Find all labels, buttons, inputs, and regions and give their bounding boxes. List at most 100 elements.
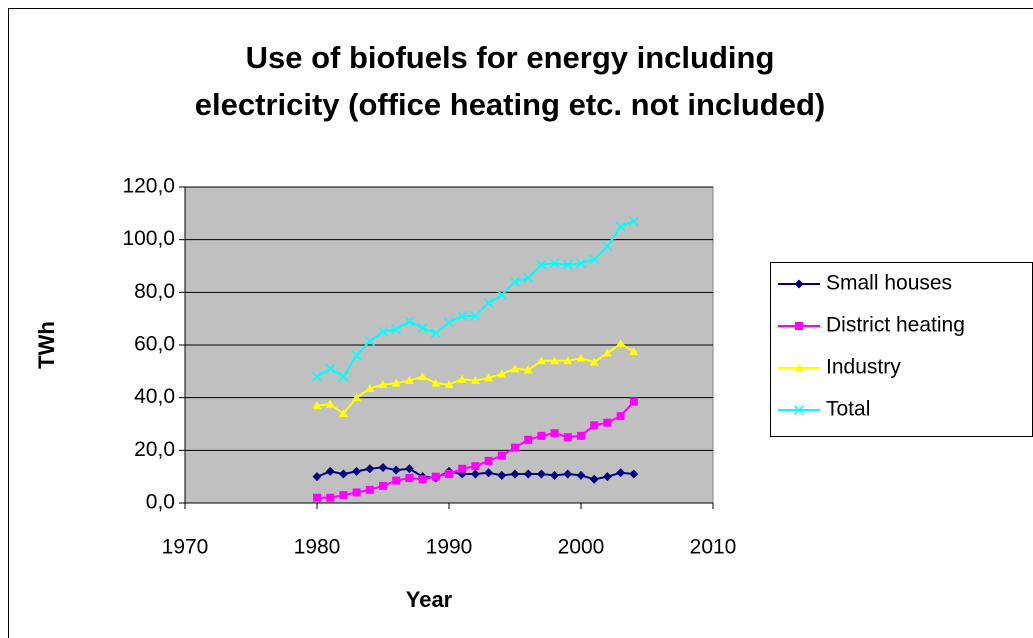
- marker: [470, 311, 481, 322]
- x-tick-label: 1970: [162, 536, 209, 559]
- marker: [536, 469, 546, 479]
- marker: [431, 472, 440, 481]
- legend-label: Total: [826, 398, 870, 421]
- chart-title: Use of biofuels for energy including: [246, 40, 775, 75]
- marker: [378, 462, 388, 472]
- marker: [628, 216, 639, 227]
- x-tick-label: 1990: [426, 536, 473, 559]
- marker: [794, 279, 804, 289]
- marker: [391, 378, 401, 387]
- marker: [523, 272, 534, 283]
- marker: [444, 380, 454, 388]
- legend-label: Small houses: [826, 272, 952, 295]
- legend-label: Industry: [826, 356, 901, 379]
- marker: [629, 469, 639, 479]
- chart-title: electricity (office heating etc. not inc…: [195, 87, 825, 122]
- marker: [445, 470, 453, 479]
- marker: [404, 376, 414, 385]
- marker: [351, 350, 362, 361]
- marker: [458, 464, 467, 473]
- marker: [549, 258, 560, 269]
- marker: [404, 464, 414, 474]
- marker: [563, 433, 572, 442]
- marker: [510, 469, 520, 479]
- marker: [484, 373, 494, 382]
- marker: [536, 356, 546, 365]
- marker: [509, 276, 521, 287]
- marker: [563, 356, 573, 365]
- marker: [616, 339, 626, 348]
- y-axis-label: TWh: [34, 321, 59, 369]
- marker: [616, 412, 625, 421]
- marker: [312, 401, 322, 410]
- marker: [417, 322, 428, 333]
- x-axis-label: Year: [406, 587, 453, 612]
- marker: [550, 470, 560, 480]
- legend-label: District heating: [826, 314, 965, 337]
- marker: [497, 470, 507, 480]
- marker: [536, 259, 547, 270]
- y-tick-label: 80,0: [134, 280, 175, 303]
- marker: [365, 383, 375, 392]
- marker: [575, 258, 587, 269]
- marker: [497, 451, 506, 460]
- marker: [550, 429, 559, 438]
- marker: [576, 470, 586, 480]
- marker: [325, 363, 336, 374]
- marker: [443, 317, 455, 328]
- marker: [365, 464, 375, 474]
- marker: [431, 378, 441, 387]
- marker: [616, 468, 626, 478]
- marker: [430, 328, 441, 339]
- marker: [312, 472, 322, 482]
- marker: [589, 357, 599, 366]
- marker: [352, 488, 361, 497]
- marker: [365, 485, 374, 494]
- marker: [523, 469, 533, 479]
- marker: [325, 466, 335, 476]
- marker: [404, 316, 415, 327]
- marker: [602, 348, 612, 357]
- y-tick-label: 40,0: [134, 385, 175, 408]
- marker: [497, 369, 507, 378]
- marker: [392, 476, 401, 485]
- marker: [484, 468, 494, 478]
- y-tick-label: 60,0: [134, 333, 175, 356]
- y-tick-label: 100,0: [122, 227, 175, 250]
- marker: [537, 431, 546, 440]
- marker: [470, 376, 480, 385]
- marker: [603, 418, 612, 427]
- marker: [326, 493, 335, 502]
- marker: [338, 371, 349, 382]
- marker: [590, 421, 599, 430]
- marker: [470, 469, 480, 479]
- legend: [770, 262, 1033, 437]
- marker: [325, 399, 335, 408]
- x-tick-label: 2010: [690, 536, 737, 559]
- y-tick-label: 120,0: [122, 175, 175, 198]
- marker: [589, 474, 599, 484]
- marker: [484, 456, 493, 465]
- marker: [562, 259, 573, 270]
- x-tick-label: 2000: [558, 536, 605, 559]
- marker: [377, 326, 389, 337]
- marker: [313, 493, 321, 502]
- marker: [602, 241, 613, 252]
- marker: [510, 364, 520, 373]
- marker: [352, 466, 362, 476]
- marker: [457, 374, 467, 383]
- marker: [418, 475, 427, 484]
- y-tick-label: 20,0: [134, 438, 175, 461]
- marker: [496, 289, 507, 300]
- marker: [523, 365, 533, 374]
- marker: [589, 254, 600, 265]
- marker: [391, 324, 402, 335]
- marker: [576, 353, 586, 362]
- marker: [379, 481, 387, 490]
- marker: [471, 462, 480, 471]
- x-tick-label: 1980: [294, 536, 341, 559]
- marker: [311, 371, 323, 382]
- marker: [418, 372, 428, 381]
- marker: [378, 380, 388, 388]
